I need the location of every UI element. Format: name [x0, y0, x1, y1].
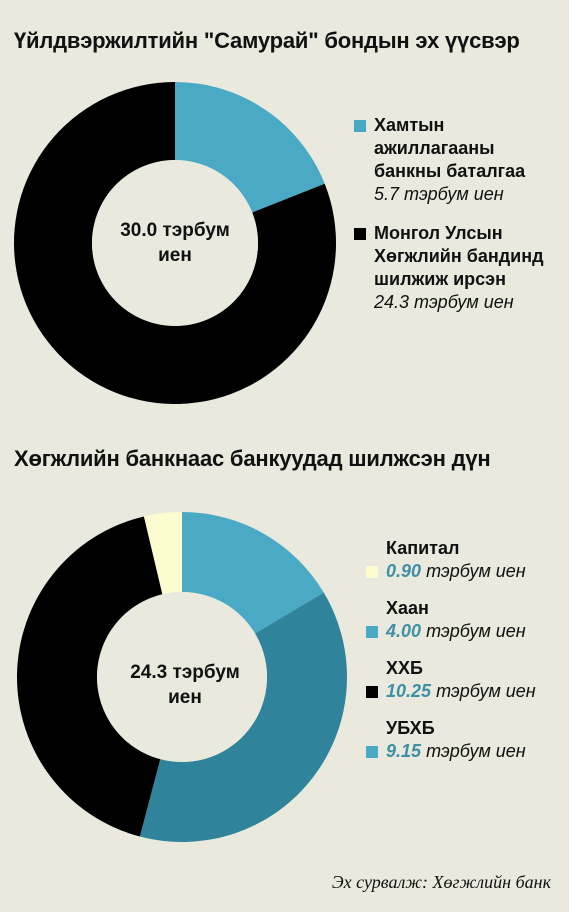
chart1-center-line1: 30.0 тэрбум	[120, 220, 230, 241]
chart2-slice-3	[143, 512, 182, 595]
chart1-center-label: 30.0 тэрбум иен	[105, 218, 245, 268]
chart1-legend-swatch	[354, 228, 366, 240]
chart2-legend-item-kapital: Капитал 0.90 тэрбум иен	[366, 537, 566, 583]
chart1-legend-name-line: ажиллагааны	[374, 138, 495, 158]
chart2-center-line2: иен	[168, 687, 202, 708]
chart2-slice-1	[139, 592, 347, 842]
chart2-legend-value: 0.90 тэрбум иен	[366, 560, 566, 583]
chart2-legend-swatch	[366, 626, 378, 638]
chart1-slice-0	[175, 82, 325, 213]
chart1-legend: Хамтын ажиллагааны банкны баталгаа 5.7 т…	[354, 114, 564, 330]
chart2-legend-item-khaan: Хаан 4.00 тэрбум иен	[366, 597, 566, 643]
chart2-slice-0	[182, 512, 324, 634]
chart1-legend-name-line: Хөгжлийн бандинд	[374, 246, 544, 266]
chart2-legend-unit: тэрбум иен	[426, 561, 526, 581]
chart1-title: Үйлдвэржилтийн "Самурай" бондын эх үүсвэ…	[14, 28, 520, 53]
chart1-legend-item: Хамтын ажиллагааны банкны баталгаа 5.7 т…	[354, 114, 564, 206]
chart2-legend-unit: тэрбум иен	[436, 681, 536, 701]
chart2-donut	[17, 512, 347, 842]
chart2-legend-value: 4.00 тэрбум иен	[366, 620, 566, 643]
chart2-legend-swatch	[366, 686, 378, 698]
chart2-legend-unit: тэрбум иен	[426, 741, 526, 761]
source-note: Эх сурвалж: Хөгжлийн банк	[331, 872, 551, 892]
chart2-legend-value: 9.15 тэрбум иен	[366, 740, 566, 763]
chart2-legend-number: 10.25	[386, 681, 432, 701]
chart1-legend-name-line: шилжиж ирсэн	[374, 269, 506, 289]
chart2-slice-2	[17, 516, 163, 837]
chart2-legend: Капитал 0.90 тэрбум иен Хаан 4.00 тэрбум…	[366, 537, 566, 777]
chart2-legend-number: 0.90	[386, 561, 422, 581]
chart1-legend-swatch	[354, 120, 366, 132]
chart2-legend-number: 4.00	[386, 621, 422, 641]
chart1-legend-value: 24.3 тэрбум иен	[374, 292, 514, 312]
chart1-donut	[14, 82, 336, 404]
chart2-legend-swatch	[366, 566, 378, 578]
chart2-legend-name: ХХБ	[386, 658, 423, 678]
chart2-legend-item-khkhb: ХХБ 10.25 тэрбум иен	[366, 657, 566, 703]
chart1-legend-name-line: Хамтын	[374, 115, 445, 135]
chart1-legend-item: Монгол Улсын Хөгжлийн бандинд шилжиж ирс…	[354, 222, 564, 314]
chart2-center-label: 24.3 тэрбум иен	[115, 660, 255, 710]
chart1-slice-1	[14, 82, 336, 404]
chart1-legend-value: 5.7 тэрбум иен	[374, 184, 504, 204]
chart2-hole	[97, 592, 267, 762]
chart1-legend-name-line: Монгол Улсын	[374, 223, 503, 243]
chart2-center-line1: 24.3 тэрбум	[130, 662, 240, 683]
chart1-legend-name-line: банкны баталгаа	[374, 161, 526, 181]
chart2-legend-unit: тэрбум иен	[426, 621, 526, 641]
chart2-legend-item-ubkhb: УБХБ 9.15 тэрбум иен	[366, 717, 566, 763]
chart1-hole	[92, 160, 258, 326]
chart2-legend-value: 10.25 тэрбум иен	[366, 680, 566, 703]
chart1-center-line2: иен	[158, 245, 192, 266]
chart2-legend-number: 9.15	[386, 741, 422, 761]
chart2-legend-name: УБХБ	[386, 718, 435, 738]
chart2-legend-name: Хаан	[386, 598, 429, 618]
chart2-legend-swatch	[366, 746, 378, 758]
chart2-title: Хөгжлийн банкнаас банкуудад шилжсэн дүн	[14, 446, 491, 471]
chart2-legend-name: Капитал	[386, 538, 460, 558]
